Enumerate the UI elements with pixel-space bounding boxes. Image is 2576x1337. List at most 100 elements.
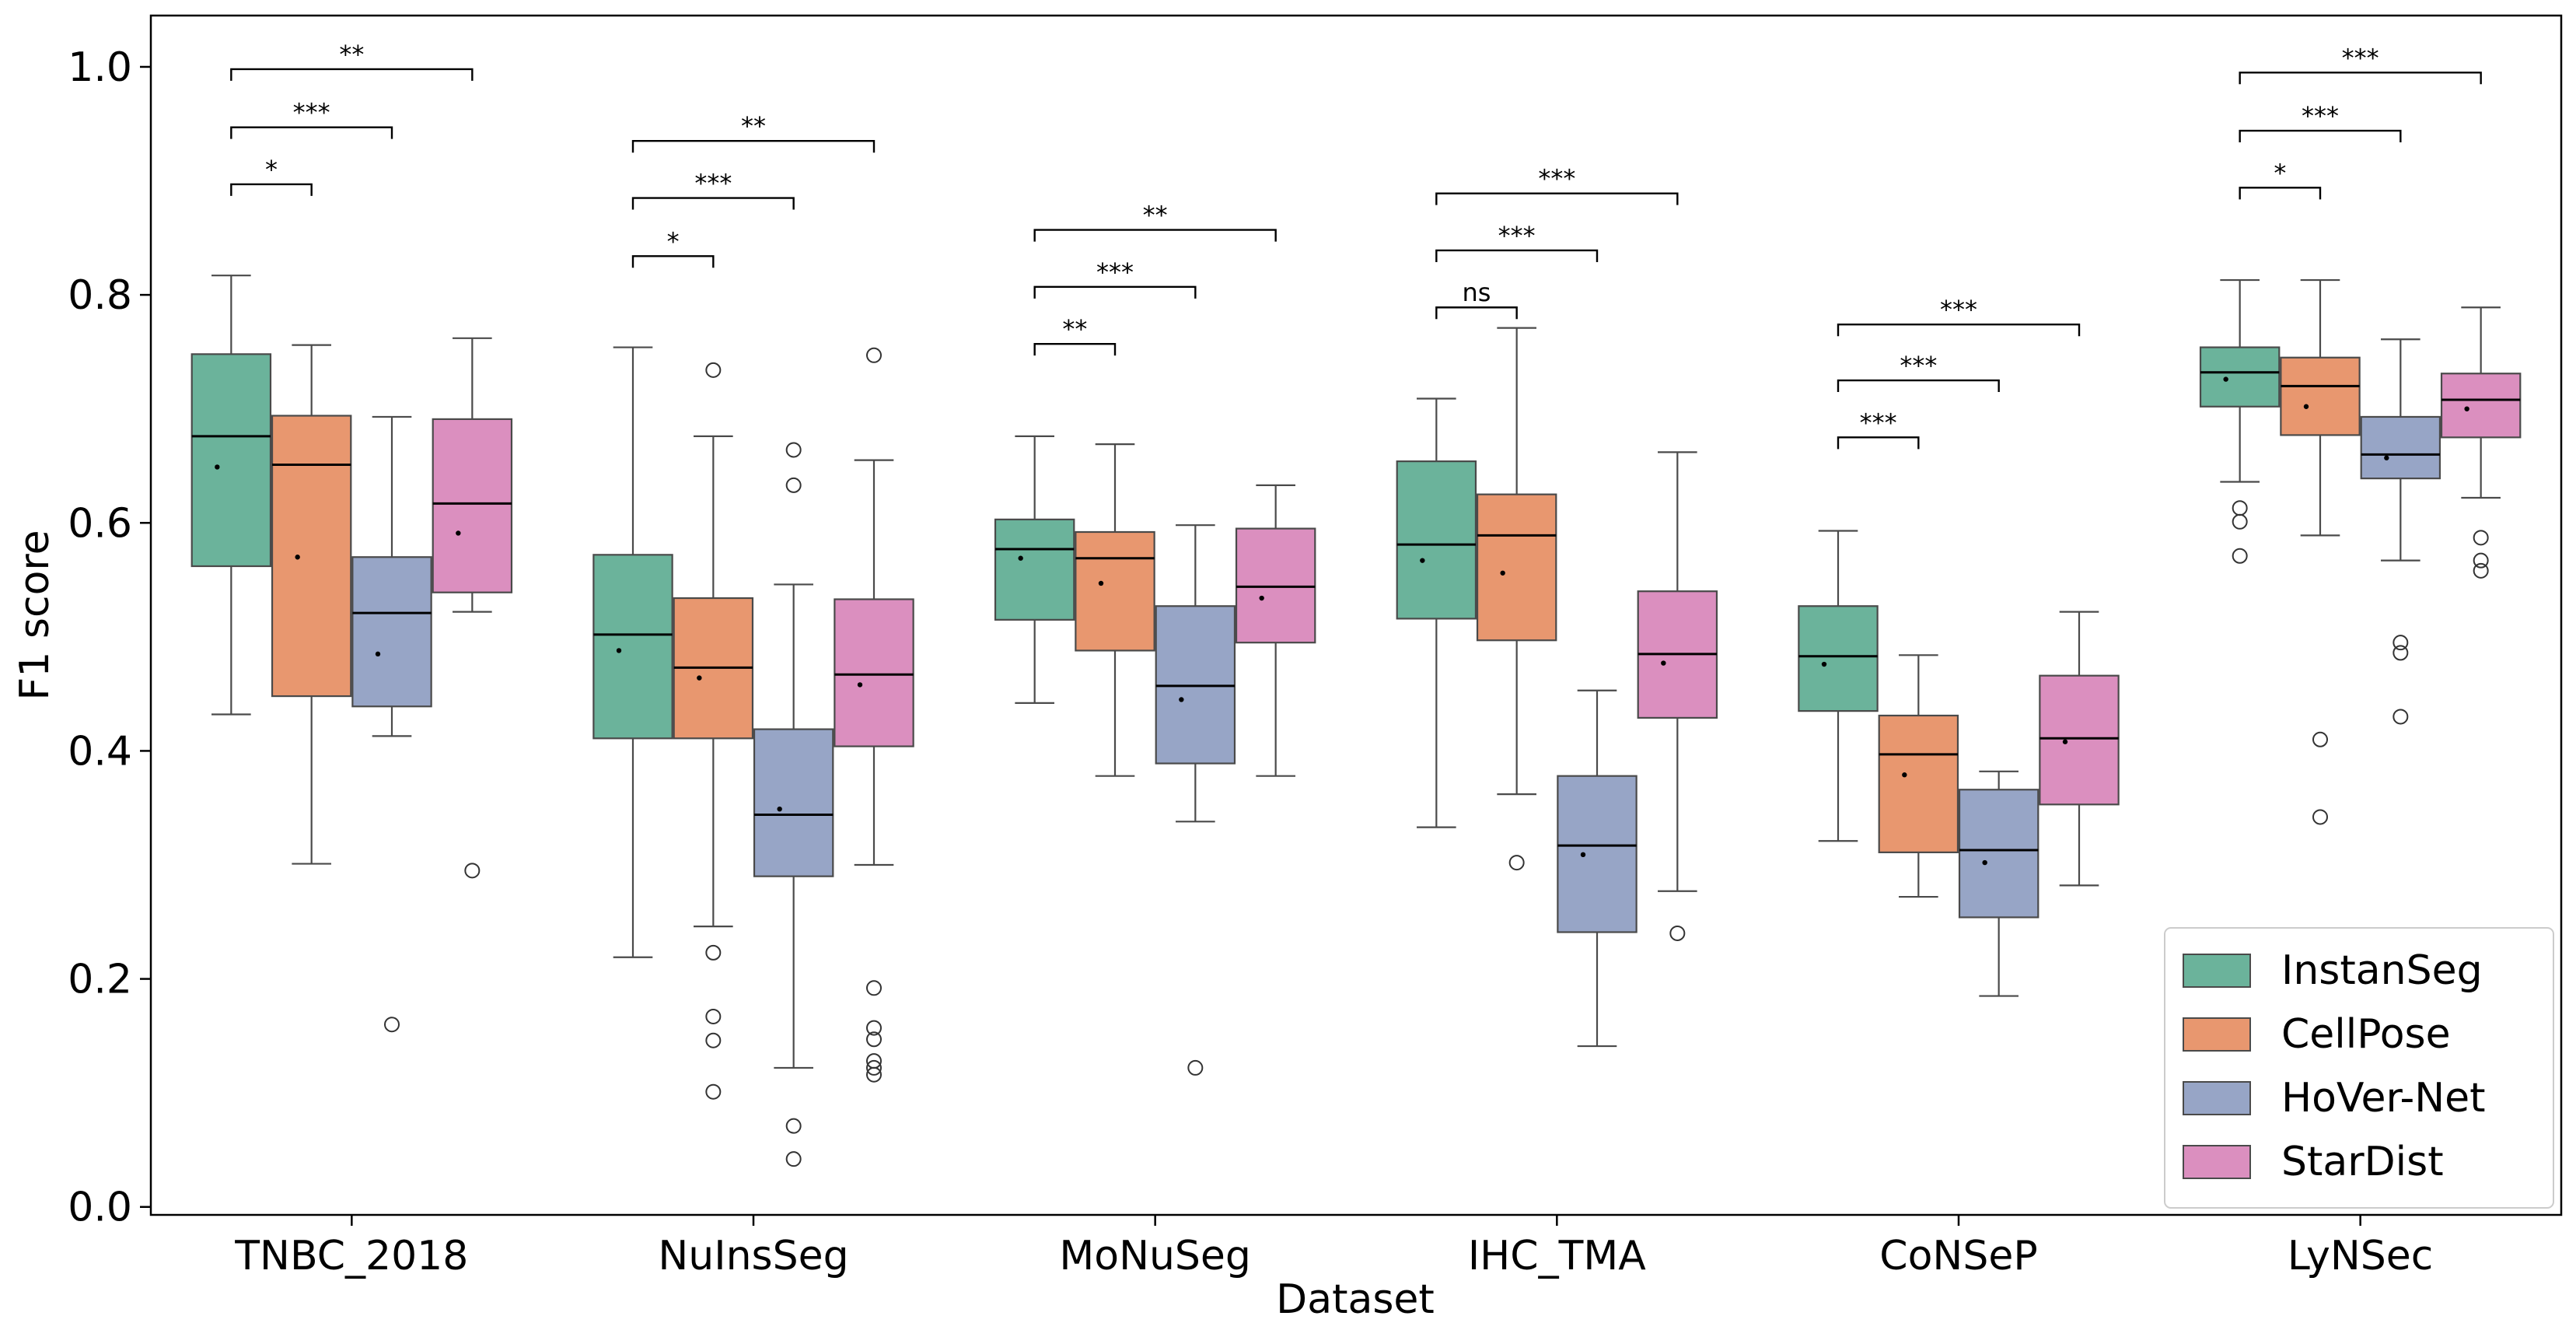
significance-label: *	[667, 226, 680, 256]
bracket-line	[2239, 129, 2402, 143]
significance-bracket: *	[631, 226, 715, 268]
significance-label: **	[1062, 314, 1087, 344]
significance-bracket: **	[1033, 314, 1117, 356]
bracket-line	[631, 140, 876, 153]
significance-bracket: ***	[1435, 221, 1599, 262]
box-instanseg-monuseg	[994, 435, 1075, 704]
box-stardist-consep	[2039, 611, 2120, 887]
x-tick-label: NuInsSeg	[658, 1233, 848, 1279]
outlier-point	[2473, 552, 2489, 569]
mean-marker	[2062, 739, 2068, 744]
bracket-line	[1435, 306, 1518, 320]
significance-bracket: ***	[2239, 43, 2482, 85]
significance-label: ***	[694, 169, 732, 198]
box-iqr	[2039, 674, 2120, 806]
box-iqr	[1798, 605, 1879, 712]
significance-label: ns	[1463, 278, 1491, 307]
box-iqr	[2280, 356, 2361, 436]
box-iqr	[1396, 460, 1477, 620]
significance-label: ***	[1498, 221, 1536, 250]
outlier-point	[705, 362, 722, 378]
x-tick-label: IHC_TMA	[1468, 1233, 1646, 1279]
outlier-point	[2232, 513, 2248, 530]
y-tick-label: 0.2	[68, 957, 132, 1003]
box-instanseg-ihc_tma	[1396, 397, 1477, 828]
bracket-line	[1033, 285, 1197, 299]
significance-label: ***	[1538, 164, 1575, 194]
significance-bracket: ***	[230, 98, 393, 139]
mean-marker	[777, 806, 782, 812]
outlier-point	[705, 944, 722, 961]
mean-marker	[456, 530, 461, 536]
mean-marker	[1018, 555, 1023, 561]
significance-label: ***	[1940, 295, 1977, 324]
box-instanseg-tnbc_2018	[190, 275, 272, 716]
bracket-line	[230, 68, 474, 81]
box-hover-net-nuinsseg	[753, 442, 834, 1167]
outlier-point	[866, 1066, 882, 1083]
significance-bracket: ***	[2239, 101, 2402, 143]
y-axis: 0.0 0.2 0.4 0.6 0.8 1.0	[68, 44, 151, 1231]
bracket-line	[1837, 379, 2000, 393]
box-iqr	[1557, 775, 1638, 933]
bracket-line	[2239, 72, 2482, 85]
outlier-point	[2392, 645, 2409, 661]
mean-marker	[1580, 852, 1586, 858]
outlier-point	[2312, 809, 2328, 825]
legend-item-hover-net: HoVer-Net	[2183, 1075, 2486, 1122]
outlier-point	[866, 1059, 882, 1076]
legend-label: InstanSeg	[2281, 947, 2483, 994]
legend-item-instanseg: InstanSeg	[2183, 947, 2483, 994]
box-stardist-tnbc_2018	[432, 337, 513, 879]
mean-marker	[2223, 376, 2228, 382]
box-iqr	[753, 728, 834, 877]
box-cellpose-monuseg	[1075, 443, 1155, 777]
legend-swatch	[2183, 1017, 2251, 1052]
mean-marker	[1982, 859, 1987, 866]
box-stardist-monuseg	[1235, 484, 1316, 777]
box-iqr	[2199, 346, 2281, 408]
significance-bracket: **	[631, 111, 876, 153]
significance-bracket: ***	[1435, 164, 1679, 205]
outlier-point	[866, 980, 882, 996]
significance-bracket: ***	[1837, 351, 2000, 393]
legend-label: CellPose	[2281, 1011, 2451, 1058]
x-tick-label: LyNSec	[2288, 1233, 2433, 1279]
bracket-line	[1033, 342, 1117, 356]
outlier-point	[464, 863, 481, 879]
box-iqr	[1075, 530, 1155, 652]
mean-marker	[616, 648, 622, 653]
x-tick-label: MoNuSeg	[1059, 1233, 1251, 1279]
significance-label: ***	[293, 98, 330, 128]
box-instanseg-nuinsseg	[592, 346, 673, 958]
significance-label: **	[1143, 201, 1168, 230]
significance-bracket: *	[2239, 158, 2322, 200]
x-axis: TNBC_2018 NuInsSeg MoNuSeg IHC_TMA CoNSeP LyN…	[234, 1215, 2433, 1279]
box-iqr	[592, 554, 673, 740]
outlier-point	[2232, 548, 2248, 564]
significance-label: ***	[2302, 101, 2339, 131]
bracket-line	[1435, 192, 1679, 205]
outlier-point	[785, 477, 802, 493]
bracket-line	[1837, 436, 1920, 450]
y-tick-label: 0.6	[68, 500, 132, 547]
legend: InstanSeg CellPose HoVer-Net StarDist	[2164, 927, 2554, 1209]
significance-bracket: ***	[1033, 257, 1197, 299]
outlier-point	[866, 1020, 882, 1036]
box-iqr	[1476, 493, 1557, 642]
x-axis-label: Dataset	[1276, 1276, 1435, 1323]
box-cellpose-nuinsseg	[673, 362, 754, 1100]
axes-frame	[149, 14, 2563, 1216]
outlier-point	[785, 442, 802, 458]
box-hover-net-ihc_tma	[1557, 689, 1638, 1048]
outlier-point	[2312, 731, 2328, 747]
outlier-point	[384, 1017, 400, 1033]
outlier-point	[705, 1032, 722, 1048]
box-hover-net-monuseg	[1155, 524, 1236, 1076]
box-iqr	[190, 353, 272, 568]
significance-label: ***	[1860, 408, 1897, 437]
box-hover-net-tnbc_2018	[351, 415, 432, 1033]
bracket-line	[1435, 249, 1599, 262]
outlier-point	[866, 1031, 882, 1048]
